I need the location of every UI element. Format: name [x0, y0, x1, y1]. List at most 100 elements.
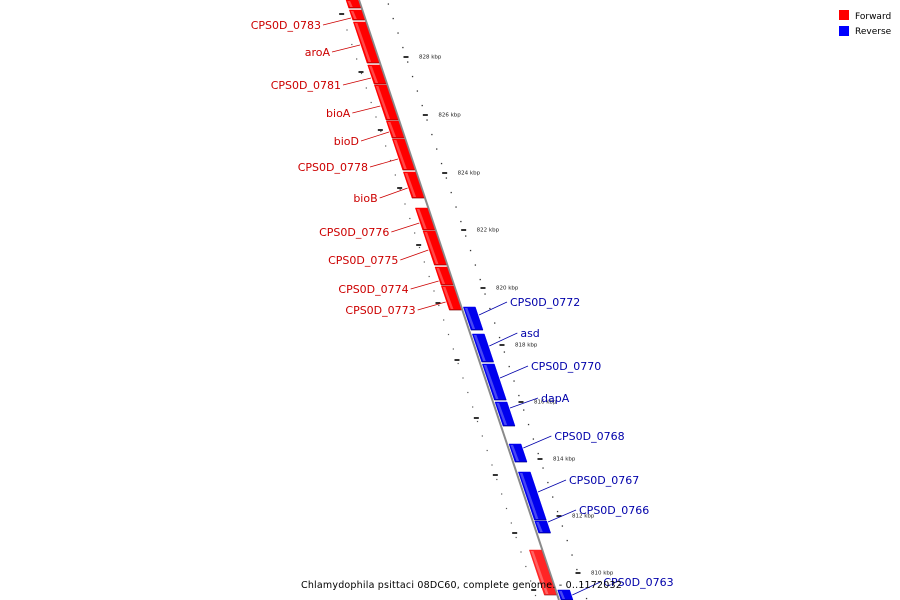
gene-label-forward[interactable]: CPS0D_0778	[298, 161, 368, 174]
gene-label-forward[interactable]: CPS0D_0773	[345, 304, 415, 317]
gene-leader-line	[342, 77, 372, 86]
gene-label-reverse[interactable]: CPS0D_0770	[531, 360, 601, 373]
ruler-dot	[496, 478, 498, 481]
ruler-dot	[467, 391, 469, 394]
gene-highlight	[393, 140, 407, 169]
gene-block[interactable]	[373, 84, 399, 121]
gene-shape	[414, 207, 436, 231]
gene-label-forward[interactable]: CPS0D_0781	[271, 79, 341, 92]
gene-shape	[391, 138, 416, 171]
ruler-dot	[566, 539, 568, 542]
gene-highlight	[369, 66, 379, 83]
ruler-dot	[438, 304, 440, 307]
gene-block[interactable]	[352, 21, 380, 64]
gene-highlight	[530, 551, 549, 594]
ruler-dot	[436, 148, 438, 150]
ruler-dot	[407, 61, 409, 63]
ruler-dot	[421, 104, 423, 107]
gene-label-forward[interactable]: CPS0D_0775	[328, 254, 398, 267]
ruler-dot	[433, 290, 435, 292]
ruler-dot	[402, 46, 404, 49]
ruler-dot	[534, 594, 537, 597]
gene-block[interactable]	[481, 363, 507, 401]
gene-block[interactable]	[385, 120, 405, 139]
gene-block[interactable]	[462, 306, 484, 331]
ruler-dot	[489, 307, 491, 310]
ruler-dot	[351, 43, 353, 46]
gene-block[interactable]	[557, 589, 574, 600]
gene-shape	[434, 266, 454, 286]
gene-leader-line	[547, 509, 577, 523]
ruler-dot	[494, 322, 496, 324]
ruler-dot	[537, 452, 539, 455]
ruler-dot	[503, 351, 506, 353]
gene-block[interactable]	[422, 230, 447, 266]
gene-label-reverse[interactable]: CPS0D_0767	[569, 474, 639, 487]
legend-item-reverse[interactable]: Reverse	[839, 26, 892, 37]
gene-block[interactable]	[414, 207, 436, 231]
gene-shape	[534, 520, 552, 534]
gene-block[interactable]	[434, 266, 454, 286]
gene-leader-line	[352, 105, 381, 114]
tick-label: 812 kbp	[572, 514, 595, 520]
ruler-dot	[576, 568, 578, 571]
tick-label: 824 kbp	[458, 171, 481, 177]
ruler-dot	[426, 119, 428, 121]
ruler-dot	[581, 583, 583, 585]
ruler-dot	[399, 188, 401, 191]
ruler-dot	[465, 235, 467, 237]
gene-block[interactable]	[534, 520, 552, 534]
gene-label-reverse[interactable]: asd	[520, 327, 539, 340]
gene-shape	[471, 333, 495, 363]
gene-leader-line	[360, 131, 390, 142]
gene-shape	[440, 285, 462, 311]
gene-block[interactable]	[471, 333, 495, 363]
gene-block[interactable]	[348, 9, 366, 21]
gene-label-reverse[interactable]: CPS0D_0768	[554, 430, 624, 443]
gene-label-forward[interactable]: bioD	[334, 135, 359, 148]
gene-label-reverse[interactable]: CPS0D_0763	[603, 576, 673, 589]
ruler-dot	[486, 449, 488, 452]
legend-item-forward[interactable]: Forward	[839, 10, 891, 22]
gene-label-forward[interactable]: CPS0D_0783	[251, 19, 321, 32]
gene-label-forward[interactable]: bioB	[353, 192, 377, 205]
ruler-dot	[556, 510, 559, 513]
ruler-dot	[431, 133, 433, 136]
ruler-dot	[501, 493, 503, 495]
gene-label-forward[interactable]: aroA	[305, 46, 331, 59]
ruler-layer: 828 kbp 826 kbp 824 kbp 822 kbp 820 kbp 818 k…	[339, 3, 614, 600]
gene-highlight	[375, 86, 391, 119]
legend: Forward Reverse	[839, 10, 892, 37]
gene-shape	[348, 9, 366, 21]
gene-shape	[481, 363, 507, 401]
gene-block[interactable]	[528, 549, 557, 596]
gene-label-forward[interactable]: CPS0D_0776	[319, 226, 389, 239]
gene-leader-line	[523, 435, 552, 449]
ruler-dot	[356, 58, 358, 60]
gene-shape	[385, 120, 405, 139]
gene-block[interactable]	[391, 138, 416, 171]
gene-label-forward[interactable]: CPS0D_0774	[338, 283, 408, 296]
ruler-dot	[380, 130, 382, 133]
gene-block[interactable]	[440, 285, 462, 311]
gene-label-forward[interactable]: bioA	[326, 107, 351, 120]
gene-block[interactable]	[494, 401, 516, 427]
gene-shape	[422, 230, 447, 266]
gene-label-reverse[interactable]: dapA	[541, 392, 570, 405]
gene-block[interactable]	[345, 0, 362, 9]
ruler-dot	[469, 249, 472, 252]
gene-label-reverse[interactable]: CPS0D_0772	[510, 296, 580, 309]
gene-block[interactable]	[367, 64, 387, 85]
ruler-dot	[510, 522, 512, 524]
ruler-dot	[484, 293, 486, 295]
gene-block[interactable]	[508, 443, 528, 463]
gene-leader-line	[391, 222, 420, 233]
tick-label: 822 kbp	[477, 228, 500, 234]
gene-block[interactable]	[402, 171, 425, 199]
gene-shape	[352, 21, 380, 64]
ruler-dot	[547, 481, 549, 484]
gene-block[interactable]	[517, 471, 547, 521]
ruler-dot	[409, 217, 411, 220]
gene-label-reverse[interactable]: CPS0D_0766	[579, 504, 649, 517]
